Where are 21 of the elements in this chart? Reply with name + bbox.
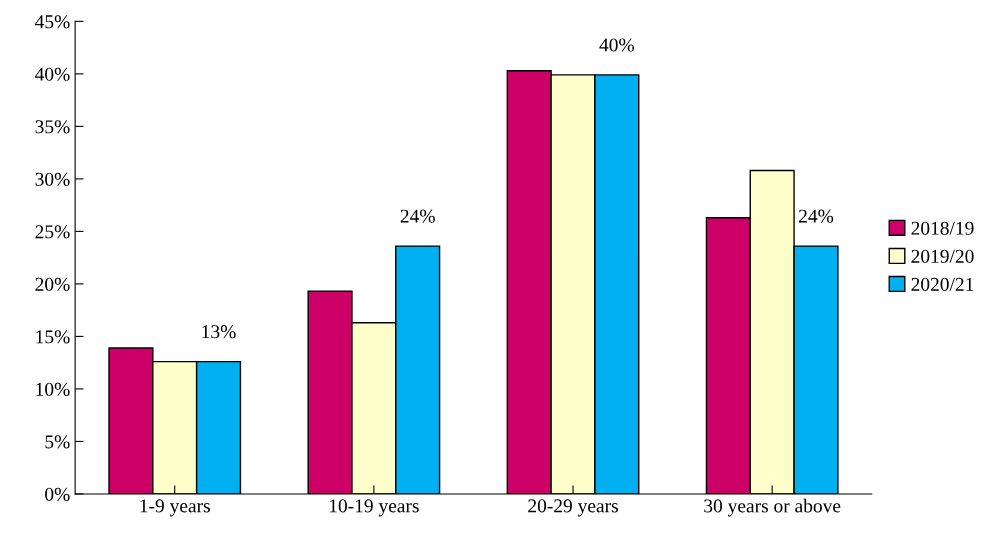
data-label: 24% (400, 209, 435, 223)
data-label: 13% (202, 325, 236, 339)
y-tick-label: 15% (36, 330, 70, 344)
y-tick-label: 10% (36, 382, 70, 396)
y-tick-label: 20% (35, 277, 70, 291)
y-tick-label: 25% (35, 225, 70, 239)
y-tick-label: 40% (35, 67, 70, 81)
y-tick-label: 0% (45, 487, 70, 501)
legend-label: 2018/19 (911, 221, 974, 235)
y-tick-label: 35% (35, 120, 70, 134)
x-tick-label: 30 years or above (704, 498, 841, 517)
data-label: 24% (799, 209, 834, 223)
x-tick-label: 1-9 years (140, 499, 210, 517)
y-tick-label: 30% (35, 172, 70, 186)
legend-label: 2019/20 (911, 249, 974, 263)
y-tick-label: 45% (35, 15, 70, 29)
data-label: 40% (599, 38, 634, 52)
x-tick-label: 20-29 years (528, 499, 618, 517)
legend-label: 2020/21 (911, 277, 974, 291)
x-tick-label: 10-19 years (329, 499, 419, 517)
y-tick-label: 5% (45, 435, 70, 449)
